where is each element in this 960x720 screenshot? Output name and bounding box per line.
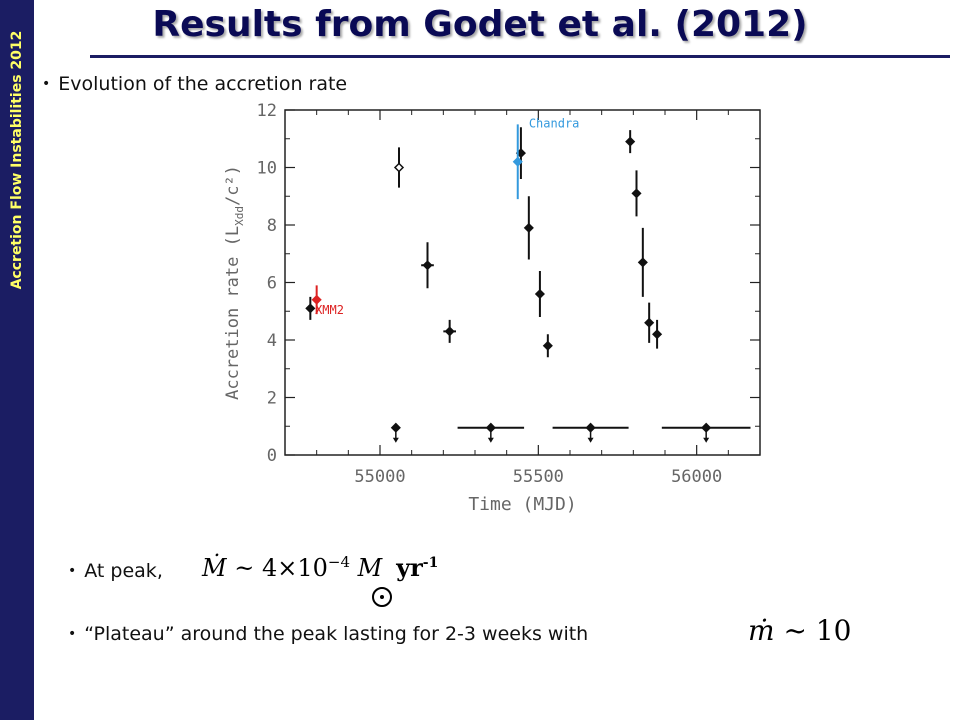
data-point: [393, 162, 405, 173]
bullet-dot-icon: •: [68, 626, 77, 642]
title-underline: [90, 55, 950, 58]
accretion-rate-chart: 0 2 4 6 8 10 12 55000 55500 56000 Time (MJD) Accret…: [223, 101, 761, 515]
bullet-text: Evolution of the accretion rate: [58, 73, 348, 95]
upper-limit-point: [390, 422, 401, 433]
mass-symbol: M: [350, 554, 383, 582]
data-point: [311, 294, 322, 305]
formula-value: ~ 10: [774, 614, 852, 647]
formula-exponent: −4: [327, 553, 350, 571]
data-point: [644, 317, 655, 328]
bullet-plateau: • “Plateau” around the peak lasting for 2…: [68, 623, 588, 645]
upper-limit-arrow: [703, 437, 710, 443]
upper-limit-point: [701, 422, 712, 433]
data-point: [625, 136, 636, 147]
solar-mass-icon: [372, 587, 392, 607]
data-point: [652, 329, 663, 340]
data-point: [542, 340, 553, 351]
y-tick-label: 10: [257, 159, 277, 179]
unit-exponent: -1: [422, 555, 439, 571]
bullet-text: At peak,: [84, 560, 163, 582]
annotation-label: XMM2: [315, 303, 344, 317]
formula-value: ~ 4×10: [226, 554, 328, 582]
y-axis-label: Accretion rate (LXdd/c²): [223, 165, 246, 400]
upper-limit-point: [485, 422, 496, 433]
sidebar-caption: Accretion Flow Instabilities 2012: [9, 30, 25, 290]
upper-limit-arrow: [392, 437, 399, 443]
bullet-dot-icon: •: [42, 76, 51, 92]
bullet-text: “Plateau” around the peak lasting for 2-…: [84, 623, 589, 645]
mdot-symbol: ṁ: [748, 614, 775, 647]
data-point: [512, 156, 523, 167]
y-tick-label: 8: [267, 216, 277, 236]
data-point: [523, 222, 534, 233]
x-tick-label: 55500: [513, 467, 564, 487]
data-point: [637, 257, 648, 268]
mdot-symbol: Ṁ: [202, 554, 227, 582]
upper-limit-arrow: [487, 437, 494, 443]
data-point: [422, 260, 433, 271]
data-point: [444, 326, 455, 337]
y-tick-label: 2: [267, 389, 277, 409]
y-tick-label: 6: [267, 274, 277, 294]
x-tick-label: 56000: [671, 467, 722, 487]
data-point: [305, 303, 316, 314]
bullet-dot-icon: •: [68, 563, 77, 579]
annotation-label: Chandra: [529, 116, 580, 130]
y-tick-label: 12: [257, 101, 277, 121]
sidebar: Accretion Flow Instabilities 2012: [0, 0, 34, 720]
slide-title: Results from Godet et al. (2012): [152, 4, 808, 45]
x-axis-label: Time (MJD): [468, 494, 576, 515]
data-point: [534, 288, 545, 300]
upper-limit-arrow: [587, 437, 594, 443]
upper-limit-point: [585, 422, 596, 433]
plateau-formula: ṁ ~ 10: [748, 614, 851, 647]
title-area: Results from Godet et al. (2012): [100, 4, 860, 45]
y-tick-label: 0: [267, 446, 277, 466]
unit-year: yr: [396, 553, 423, 582]
bullet-at-peak: • At peak,: [68, 560, 163, 582]
bullet-accretion-evolution: • Evolution of the accretion rate: [42, 73, 347, 95]
y-tick-label: 4: [267, 331, 277, 351]
data-point: [631, 188, 642, 199]
x-tick-label: 55000: [354, 467, 405, 487]
